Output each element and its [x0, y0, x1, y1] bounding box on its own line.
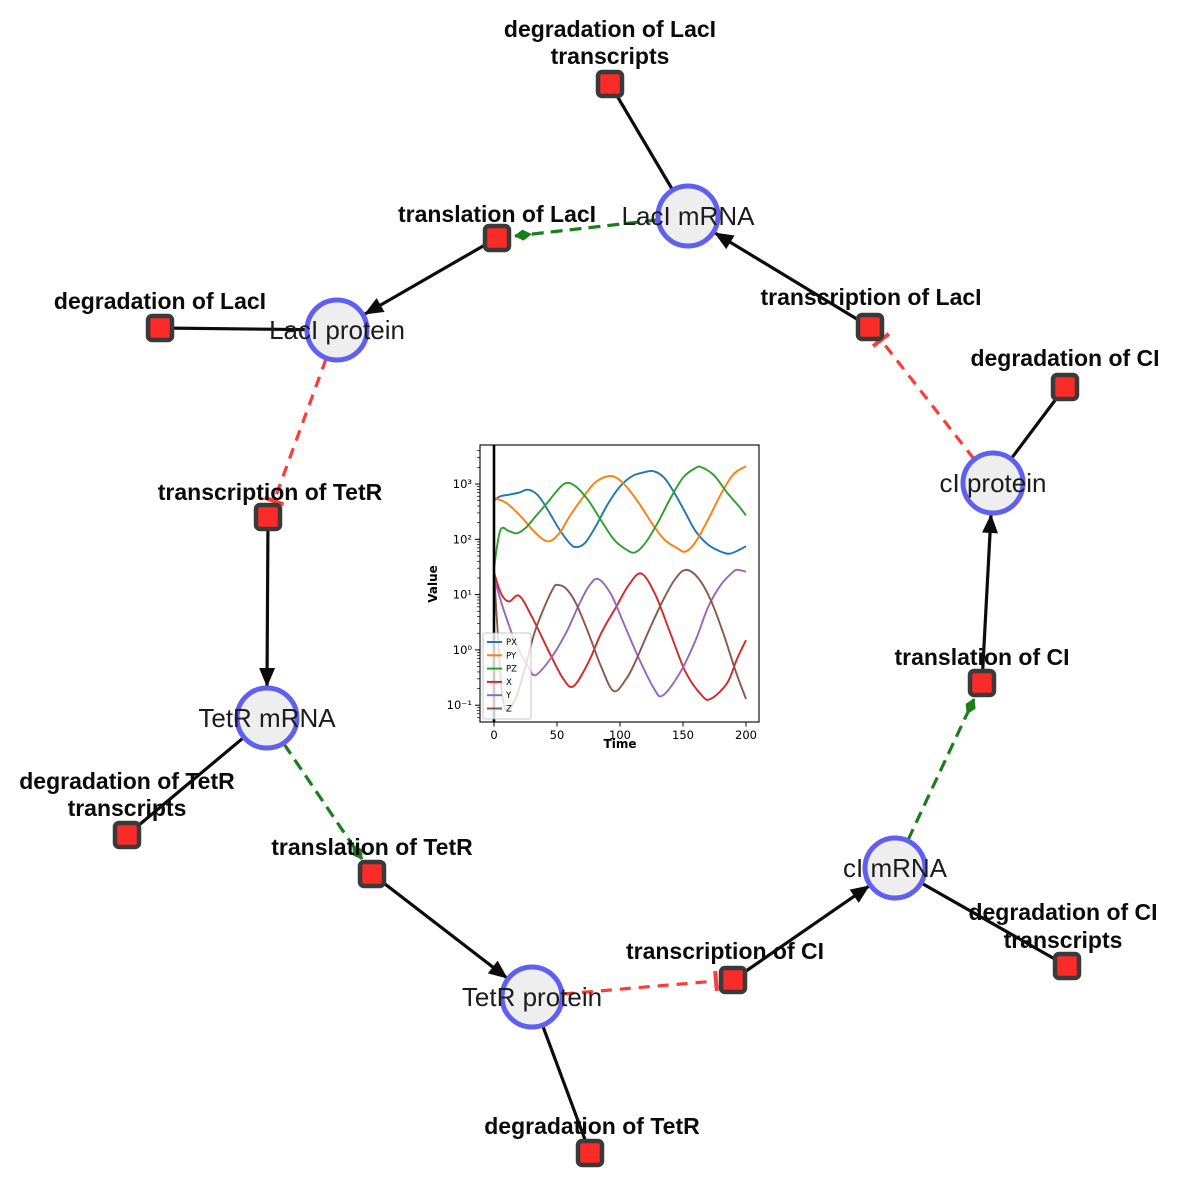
species-node-laci-mrna[interactable]	[655, 183, 721, 249]
edge-transcription-laci-to-laci-mrna	[714, 231, 871, 329]
label-layer: LacI mRNA LacI protein TetR mRNA TetR pr…	[19, 16, 1159, 1139]
species-node-tetr-mrna[interactable]	[234, 685, 300, 751]
legend-label-X: X	[506, 678, 512, 688]
reaction-label-degradation-tetr-transcripts-1: degradation of TetR	[19, 768, 235, 794]
edge-ci-mrna-to-degradation-transcripts	[894, 866, 1068, 968]
series-PZ	[493, 465, 747, 569]
y-tick-label: 10⁰	[453, 643, 473, 657]
x-tick-label: 200	[735, 728, 757, 742]
reaction-label-degradation-tetr: degradation of TetR	[484, 1113, 700, 1139]
reaction-node-degradation-ci-transcripts[interactable]	[1052, 951, 1082, 981]
reaction-node-translation-laci[interactable]	[482, 223, 512, 253]
y-tick-label: 10²	[453, 532, 472, 546]
y-tick-label: 10⁻¹	[447, 698, 472, 712]
species-label-ci-mrna: cI mRNA	[843, 853, 948, 883]
chart-xlabel: Time	[604, 737, 637, 751]
chart-legend: PX PY PZ XYZ	[482, 632, 532, 720]
legend-label-Z: Z	[506, 705, 512, 715]
reaction-label-degradation-laci-transcripts-1: degradation of LacI	[504, 16, 716, 42]
reaction-label-transcription-tetr: transcription of TetR	[158, 479, 383, 505]
edge-translation-ci-to-ci-protein	[980, 514, 999, 684]
reaction-label-translation-ci: translation of CI	[894, 644, 1069, 670]
species-node-laci-protein[interactable]	[304, 297, 370, 363]
time-series-inset: 0 50 100 150 200 10⁻¹ 10⁰ 10¹ 10² 10³ PX PY PZ X Y Z T…	[425, 436, 770, 756]
reaction-node-degradation-laci-transcripts[interactable]	[595, 69, 625, 99]
species-node-tetr-protein[interactable]	[499, 964, 565, 1030]
reaction-label-transcription-laci: transcription of LacI	[760, 284, 981, 310]
species-node-ci-mrna[interactable]	[862, 835, 928, 901]
chart-ticks: 0 50 100 150 200 10⁻¹ 10⁰ 10¹ 10² 10³	[447, 450, 757, 742]
y-tick-label: 10³	[453, 477, 473, 491]
legend-label-Y: Y	[505, 691, 512, 701]
edge-ci-mrna-modifies-translation	[906, 698, 976, 841]
y-tick-label: 10¹	[453, 588, 472, 602]
species-label-laci-protein: LacI protein	[269, 315, 405, 345]
chart-background	[425, 436, 770, 756]
legend-label-PX: PX	[506, 638, 517, 648]
reaction-node-translation-tetr[interactable]	[357, 859, 387, 889]
reaction-node-degradation-tetr-transcripts[interactable]	[112, 820, 142, 850]
edge-transcription-tetr-to-tetr-mrna	[259, 516, 276, 687]
x-tick-label: 150	[672, 728, 694, 742]
x-tick-label: 50	[550, 728, 565, 742]
species-label-tetr-mrna: TetR mRNA	[198, 703, 336, 733]
species-label-tetr-protein: TetR protein	[462, 982, 602, 1012]
edge-translation-tetr-to-tetr-protein	[371, 872, 508, 980]
reaction-node-translation-ci[interactable]	[967, 668, 997, 698]
reaction-label-translation-tetr: translation of TetR	[271, 834, 473, 860]
species-label-ci-protein: cI protein	[940, 468, 1047, 498]
x-tick-label: 0	[490, 728, 497, 742]
species-layer	[234, 183, 1026, 1030]
reaction-layer	[112, 69, 1082, 1168]
legend-label-PY: PY	[506, 651, 517, 661]
series-Y	[493, 568, 747, 698]
modifier-edge-layer	[282, 218, 976, 860]
x-tick-label: 100	[609, 728, 631, 742]
reaction-node-degradation-laci[interactable]	[145, 313, 175, 343]
edge-laci-mrna-modifies-translation	[514, 218, 658, 241]
reaction-label-degradation-tetr-transcripts-2: transcripts	[68, 795, 187, 821]
species-node-ci-protein[interactable]	[960, 450, 1026, 516]
edge-ci-protein-inhibits-transcription-laci	[871, 332, 976, 460]
reaction-node-transcription-laci[interactable]	[855, 312, 885, 342]
species-label-laci-mrna: LacI mRNA	[622, 201, 756, 231]
edge-translation-laci-to-laci-protein	[364, 236, 498, 316]
reaction-node-transcription-tetr[interactable]	[253, 502, 283, 532]
reaction-label-degradation-laci: degradation of LacI	[54, 288, 266, 314]
edge-laci-protein-inhibits-transcription-tetr	[263, 358, 328, 507]
edge-tetr-protein-inhibits-transcription-ci	[562, 970, 719, 996]
reaction-label-transcription-ci: transcription of CI	[626, 938, 824, 964]
edge-transcription-ci-to-ci-mrna	[732, 884, 870, 982]
series-PX	[493, 469, 747, 555]
reaction-node-degradation-ci[interactable]	[1050, 372, 1080, 402]
reaction-label-degradation-laci-transcripts-2: transcripts	[551, 43, 670, 69]
reaction-label-degradation-ci-transcripts-2: transcripts	[1004, 927, 1123, 953]
inhibition-edge-layer	[263, 332, 976, 996]
chart-ylabel: Value	[426, 565, 440, 603]
reaction-label-degradation-ci-transcripts-1: degradation of CI	[968, 899, 1157, 925]
edge-tetr-mrna-modifies-translation	[282, 743, 364, 860]
series-PY	[493, 465, 747, 553]
reaction-node-degradation-tetr[interactable]	[575, 1138, 605, 1168]
reaction-node-transcription-ci[interactable]	[718, 965, 748, 995]
chart-svg: 0 50 100 150 200 10⁻¹ 10⁰ 10¹ 10² 10³ PX PY PZ XYZ T…	[425, 436, 770, 756]
reaction-label-translation-laci: translation of LacI	[398, 201, 596, 227]
legend-label-PZ: PZ	[506, 665, 517, 675]
reaction-label-degradation-ci: degradation of CI	[970, 345, 1159, 371]
